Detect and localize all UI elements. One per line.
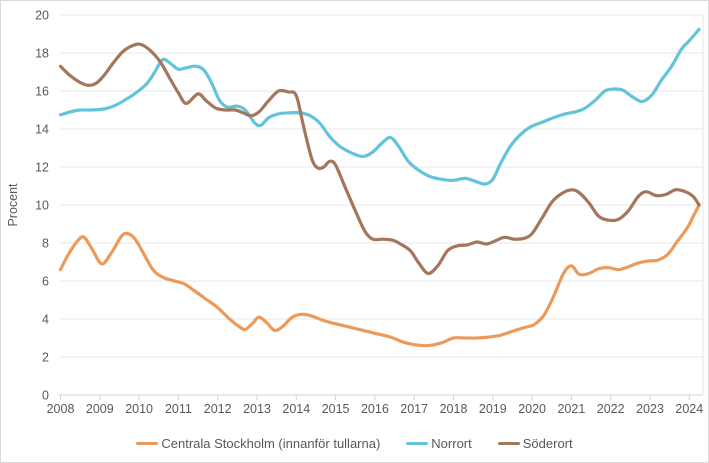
x-tick-label: 2013 <box>243 402 271 416</box>
x-tick-label: 2016 <box>361 402 389 416</box>
x-tick-label: 2023 <box>636 402 664 416</box>
x-tick-label: 2020 <box>518 402 546 416</box>
legend-item-centrala-stockholm[interactable]: Centrala Stockholm (innanför tullarna) <box>136 437 380 450</box>
x-tick-label: 2012 <box>204 402 232 416</box>
y-tick-label: 8 <box>42 237 49 251</box>
x-tick-label: 2021 <box>557 402 585 416</box>
y-tick-label: 4 <box>42 313 49 327</box>
y-tick-label: 0 <box>42 389 49 403</box>
x-tick-label: 2009 <box>86 402 114 416</box>
chart-legend: Centrala Stockholm (innanför tullarna) N… <box>1 425 708 461</box>
x-tick-label: 2022 <box>597 402 625 416</box>
legend-swatch-centrala-stockholm <box>136 441 159 445</box>
series-line-norrort <box>58 27 701 186</box>
legend-item-soderort[interactable]: Söderort <box>497 435 573 451</box>
legend-item-norrort[interactable]: Norrort <box>406 435 472 451</box>
y-tick-label: 10 <box>35 199 49 213</box>
legend-swatch-soderort <box>497 441 520 445</box>
x-tick-label: 2015 <box>322 402 350 416</box>
y-tick-label: 18 <box>35 47 49 61</box>
legend-swatch-norrort <box>406 441 429 445</box>
x-tick-label: 2019 <box>479 402 507 416</box>
y-tick-label: 12 <box>35 161 49 175</box>
y-tick-label: 14 <box>35 123 49 137</box>
x-tick-label: 2011 <box>165 402 192 416</box>
x-tick-label: 2017 <box>400 402 428 416</box>
legend-label-norrort: Norrort <box>431 435 472 451</box>
y-tick-label: 16 <box>35 85 49 99</box>
y-tick-label: 6 <box>42 275 49 289</box>
series-line-s-derort <box>58 42 701 276</box>
y-tick-label: 2 <box>42 351 49 365</box>
x-tick-label: 2008 <box>47 402 75 416</box>
y-axis-title: Procent <box>6 183 20 227</box>
legend-label-soderort: Söderort <box>522 435 573 451</box>
legend-label-centrala-stockholm: Centrala Stockholm (innanför tullarna) <box>161 435 381 451</box>
x-tick-label: 2018 <box>440 402 468 416</box>
series-line-centrala-stockholm-innanf-r-tullarna <box>58 203 701 348</box>
x-tick-label: 2024 <box>675 402 703 416</box>
x-tick-label: 2010 <box>125 402 153 416</box>
plot-area: 0 2 4 6 8 10 12 14 16 18 20 2008 2009 2010 2011 2012 201… <box>6 9 704 416</box>
x-tick-label: 2014 <box>282 402 310 416</box>
y-tick-label: 20 <box>35 9 49 23</box>
